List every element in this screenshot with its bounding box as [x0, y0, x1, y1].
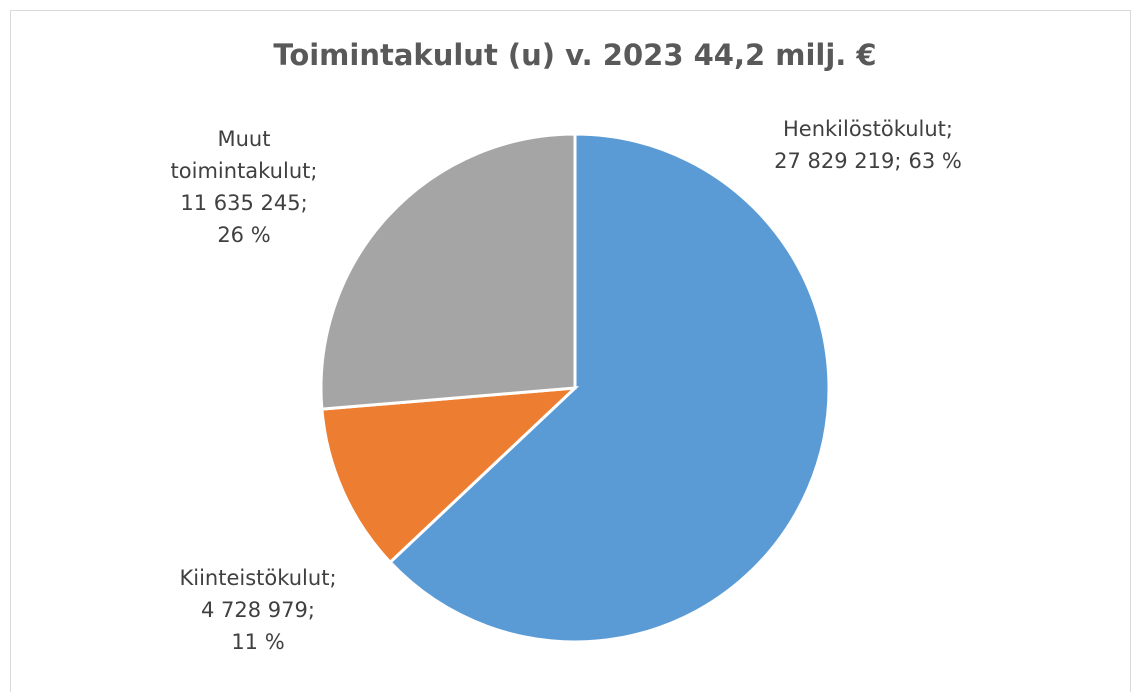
- data-label-line: 4 728 979;: [201, 598, 315, 622]
- label-category: Muut: [218, 127, 271, 151]
- data-label-line: Muut: [218, 127, 271, 151]
- data-label-line: toimintakulut;: [171, 159, 318, 183]
- label-part: 63 %: [908, 149, 961, 173]
- label-separator: ;: [308, 598, 315, 622]
- label-separator: ;: [946, 117, 953, 141]
- pie-slice: [320, 386, 580, 565]
- label-part: Henkilöstökulut: [783, 117, 946, 141]
- label-category: toimintakulut: [171, 159, 311, 183]
- pie-slice: [319, 132, 577, 411]
- pie-slice: [388, 132, 831, 644]
- label-part: 11 %: [231, 630, 284, 654]
- label-part: 4 728 979: [201, 598, 308, 622]
- data-label-line: Kiinteistökulut;: [179, 566, 336, 590]
- chart-title: Toimintakulut (u) v. 2023 44,2 milj. €: [273, 38, 876, 72]
- label-part: Kiinteistökulut: [179, 566, 329, 590]
- label-separator: ;: [894, 149, 901, 173]
- data-label-line: 11 635 245;: [180, 191, 307, 215]
- label-part: 11 635 245: [180, 191, 300, 215]
- data-label-line: 27 829 219; 63 %: [774, 149, 962, 173]
- label-separator: ;: [301, 191, 308, 215]
- label-separator: ;: [329, 566, 336, 590]
- data-label: Kiinteistökulut;4 728 979;11 %: [179, 566, 336, 654]
- label-part: 27 829 219: [774, 149, 894, 173]
- data-label-line: Henkilöstökulut;: [783, 117, 953, 141]
- label-part: 26 %: [217, 223, 270, 247]
- data-label: Henkilöstökulut;27 829 219; 63 %: [774, 117, 962, 173]
- data-label-line: 11 %: [231, 630, 284, 654]
- data-label-line: 26 %: [217, 223, 270, 247]
- label-separator: ;: [310, 159, 317, 183]
